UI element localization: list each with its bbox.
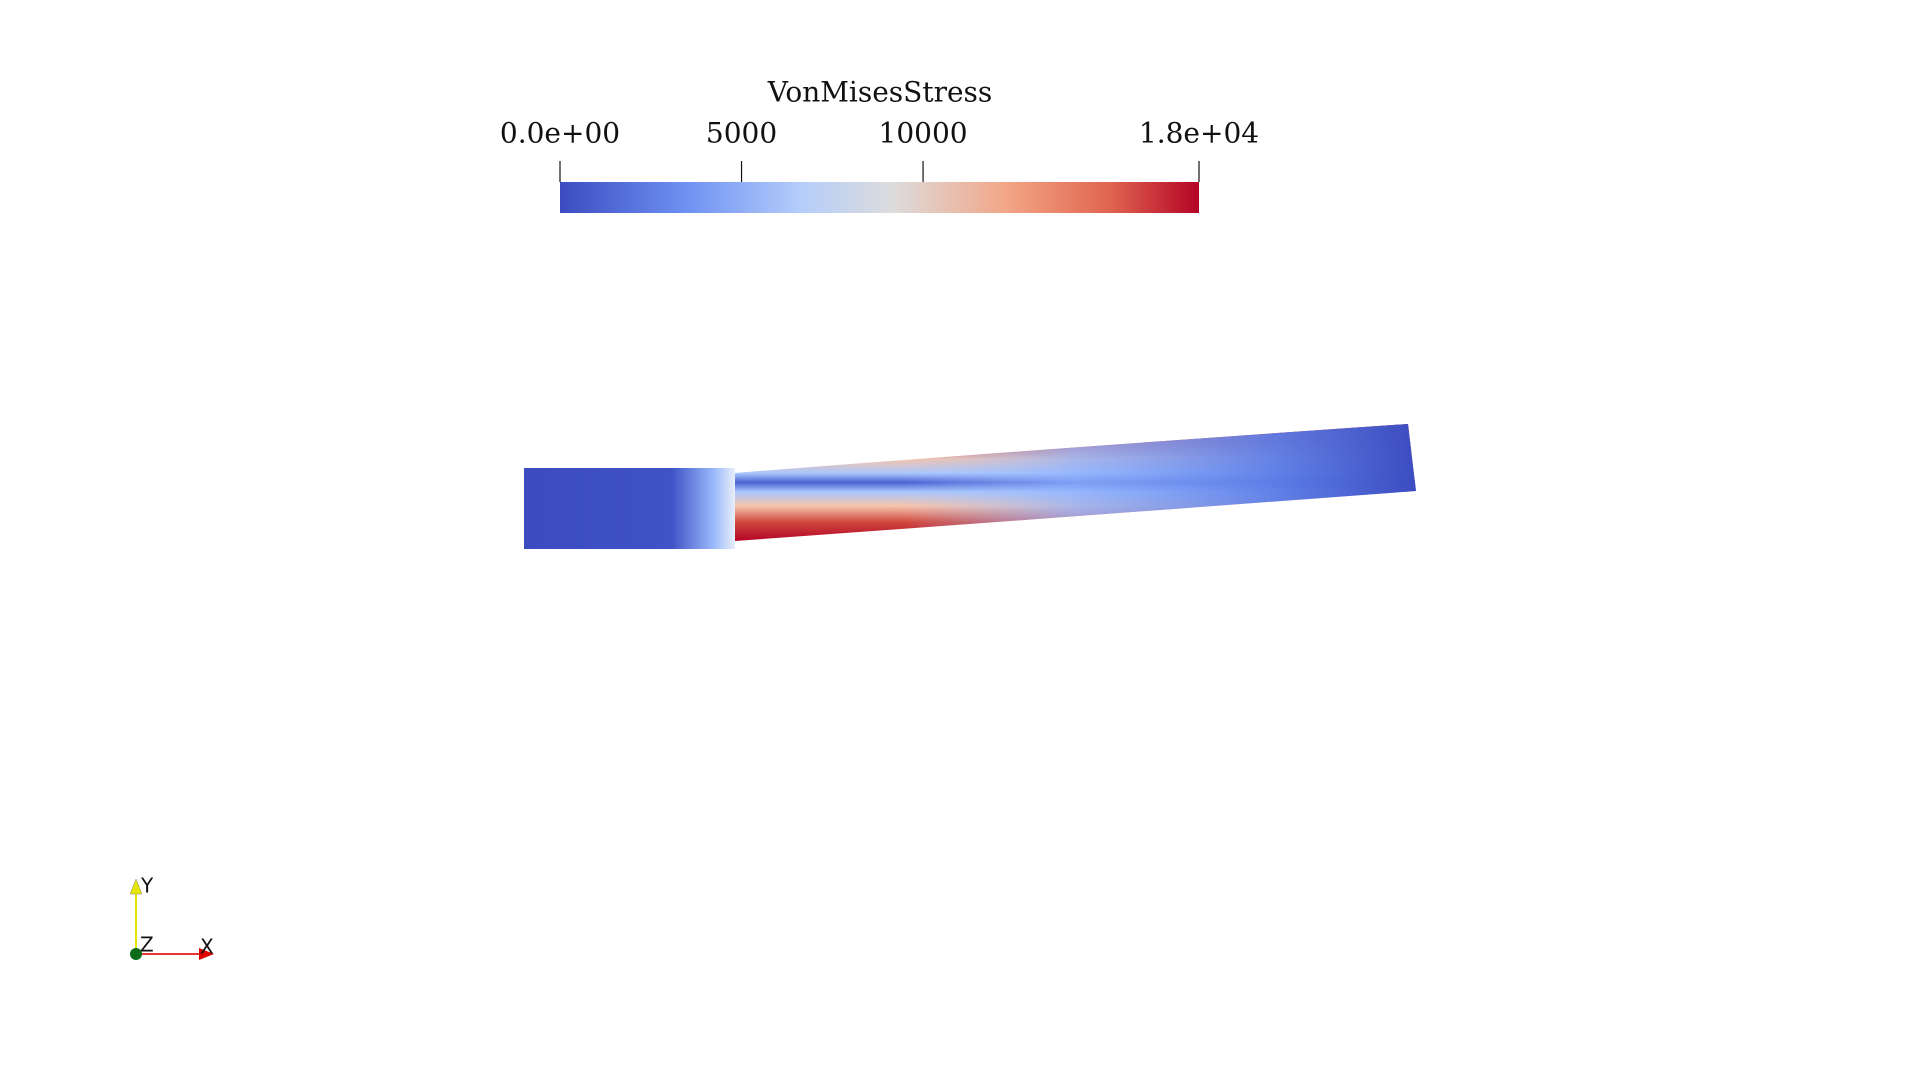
colorbar: [560, 182, 1199, 213]
tick-label: 5000: [706, 117, 777, 150]
beam-block: [524, 468, 735, 549]
z-label: Z: [140, 933, 154, 957]
beam: [524, 424, 1416, 549]
x-label: X: [200, 935, 214, 959]
axes-triad: Y Z X: [129, 874, 214, 960]
tick-label: 0.0e+00: [500, 117, 620, 150]
y-arrow: [129, 878, 143, 895]
beam-span-shade: [735, 424, 1416, 541]
y-label: Y: [140, 874, 154, 898]
x-arrow: [199, 948, 214, 960]
tick-label: 1.8e+04: [1139, 117, 1259, 150]
z-axis: [130, 948, 142, 960]
colorbar-title: VonMisesStress: [767, 76, 993, 109]
tick-label: 10000: [879, 117, 968, 150]
